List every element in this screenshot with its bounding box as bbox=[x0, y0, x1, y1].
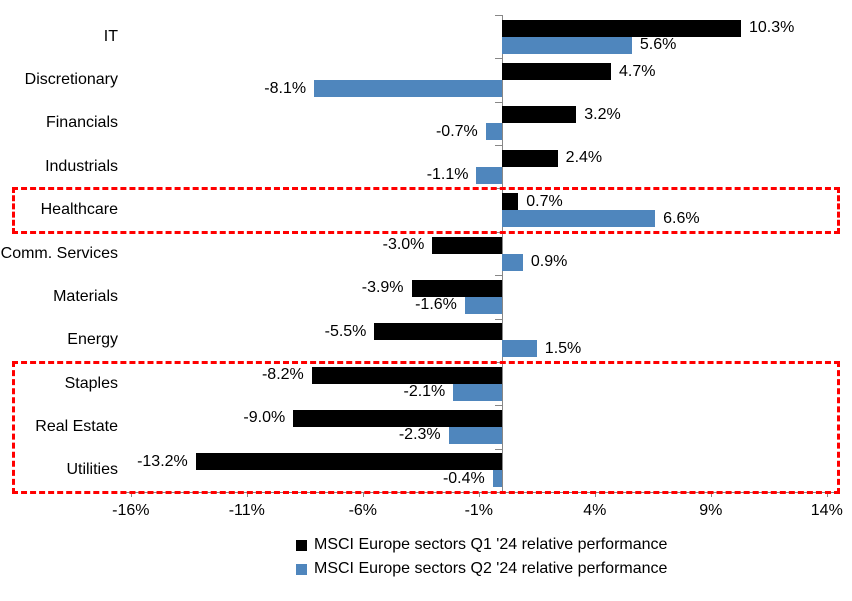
y-axis-tick bbox=[495, 145, 503, 146]
x-axis-tick-label: -1% bbox=[464, 502, 494, 519]
bar-value-label: -8.1% bbox=[264, 79, 307, 97]
healthcare-highlight bbox=[12, 187, 840, 234]
bar-series1 bbox=[432, 236, 502, 254]
x-axis-tick bbox=[363, 492, 364, 497]
bar-series2 bbox=[502, 36, 632, 54]
y-axis-tick bbox=[495, 188, 503, 189]
bar-value-label: 0.9% bbox=[530, 253, 568, 270]
bar-value-label: -9.0% bbox=[243, 409, 286, 427]
bar-series2 bbox=[476, 166, 502, 184]
x-axis-tick bbox=[131, 492, 132, 497]
bar-series2 bbox=[502, 253, 523, 271]
bar-value-label: -3.0% bbox=[382, 236, 425, 253]
x-axis-tick bbox=[479, 492, 480, 497]
bar-series1 bbox=[411, 279, 502, 297]
bar-value-label: 10.3% bbox=[748, 19, 795, 37]
legend-label: MSCI Europe sectors Q2 '24 relative perf… bbox=[314, 560, 668, 577]
bar-series1 bbox=[502, 63, 612, 81]
bar-value-label: -13.2% bbox=[137, 452, 188, 470]
bar-series1 bbox=[502, 149, 558, 167]
y-axis-tick bbox=[495, 58, 503, 59]
bar-series2 bbox=[502, 340, 537, 358]
category-label: IT bbox=[103, 27, 118, 45]
category-label: Utilities bbox=[66, 461, 118, 479]
category-label: Comm. Services bbox=[0, 244, 118, 262]
x-axis-tick bbox=[827, 492, 828, 497]
bar-value-label: -1.6% bbox=[415, 296, 457, 314]
bar-series2 bbox=[314, 80, 502, 98]
bar-series1 bbox=[293, 409, 502, 427]
legend: MSCI Europe sectors Q1 '24 relative perf… bbox=[296, 536, 667, 578]
category-label: Industrials bbox=[45, 157, 118, 175]
y-axis-tick bbox=[495, 275, 503, 276]
x-axis-line bbox=[122, 492, 838, 493]
legend-item: MSCI Europe sectors Q2 '24 relative perf… bbox=[296, 560, 667, 578]
bar-value-label: 2.4% bbox=[565, 149, 603, 167]
category-label: Discretionary bbox=[24, 71, 118, 89]
bar-value-label: -8.2% bbox=[261, 366, 304, 384]
y-axis-tick bbox=[495, 319, 503, 320]
y-axis-tick bbox=[495, 362, 503, 363]
category-label: Materials bbox=[53, 287, 118, 305]
y-axis-tick bbox=[495, 232, 503, 233]
legend-swatch-icon bbox=[296, 539, 307, 551]
bar-value-label: -0.7% bbox=[435, 122, 478, 140]
bar-series1 bbox=[311, 366, 502, 384]
bar-series2 bbox=[502, 210, 656, 228]
category-label: Staples bbox=[64, 374, 118, 392]
x-axis-tick bbox=[595, 492, 596, 497]
bar-value-label: -1.1% bbox=[426, 166, 469, 184]
y-axis-tick bbox=[495, 405, 503, 406]
category-label: Healthcare bbox=[40, 201, 118, 219]
legend-item: MSCI Europe sectors Q1 '24 relative perf… bbox=[296, 536, 667, 554]
bar-series2 bbox=[448, 426, 502, 444]
category-label: Energy bbox=[67, 331, 118, 349]
x-axis-tick bbox=[711, 492, 712, 497]
y-axis-tick bbox=[495, 102, 503, 103]
bar-value-label: -2.3% bbox=[398, 426, 441, 444]
bar-value-label: 4.7% bbox=[619, 62, 656, 80]
category-label: Real Estate bbox=[35, 417, 118, 435]
bar-series1 bbox=[374, 323, 502, 341]
bar-series1 bbox=[502, 19, 741, 37]
bar-value-label: 6.6% bbox=[663, 209, 700, 227]
bar-value-label: -2.1% bbox=[403, 383, 446, 401]
bar-value-label: 1.5% bbox=[544, 339, 582, 357]
x-axis-tick-label: -16% bbox=[112, 502, 150, 519]
bar-series1 bbox=[195, 453, 502, 471]
y-axis-tick bbox=[495, 449, 503, 450]
legend-label: MSCI Europe sectors Q1 '24 relative perf… bbox=[314, 536, 668, 553]
bar-value-label: 0.7% bbox=[526, 192, 563, 210]
bar-series2 bbox=[453, 383, 502, 401]
bar-series2 bbox=[464, 296, 502, 314]
bar-series1 bbox=[502, 106, 577, 124]
bar-series2 bbox=[485, 123, 502, 141]
x-axis-tick-label: 14% bbox=[810, 502, 843, 519]
x-axis-tick-label: 4% bbox=[583, 502, 607, 519]
bar-value-label: -0.4% bbox=[442, 469, 485, 487]
y-axis-tick bbox=[495, 492, 503, 493]
x-axis-tick-label: -6% bbox=[348, 502, 378, 519]
bar-value-label: 3.2% bbox=[584, 105, 621, 123]
x-axis-tick-label: -11% bbox=[228, 502, 265, 519]
category-label: Financials bbox=[45, 114, 118, 132]
bar-series2 bbox=[492, 470, 502, 488]
legend-swatch-icon bbox=[296, 563, 307, 575]
y-axis-tick bbox=[495, 15, 503, 16]
bar-value-label: -3.9% bbox=[361, 279, 404, 297]
bar-value-label: 5.6% bbox=[639, 36, 677, 54]
bar-value-label: -5.5% bbox=[324, 322, 367, 340]
bar-series1 bbox=[502, 193, 519, 211]
x-axis-tick bbox=[247, 492, 248, 497]
x-axis-tick-label: 9% bbox=[699, 502, 723, 519]
